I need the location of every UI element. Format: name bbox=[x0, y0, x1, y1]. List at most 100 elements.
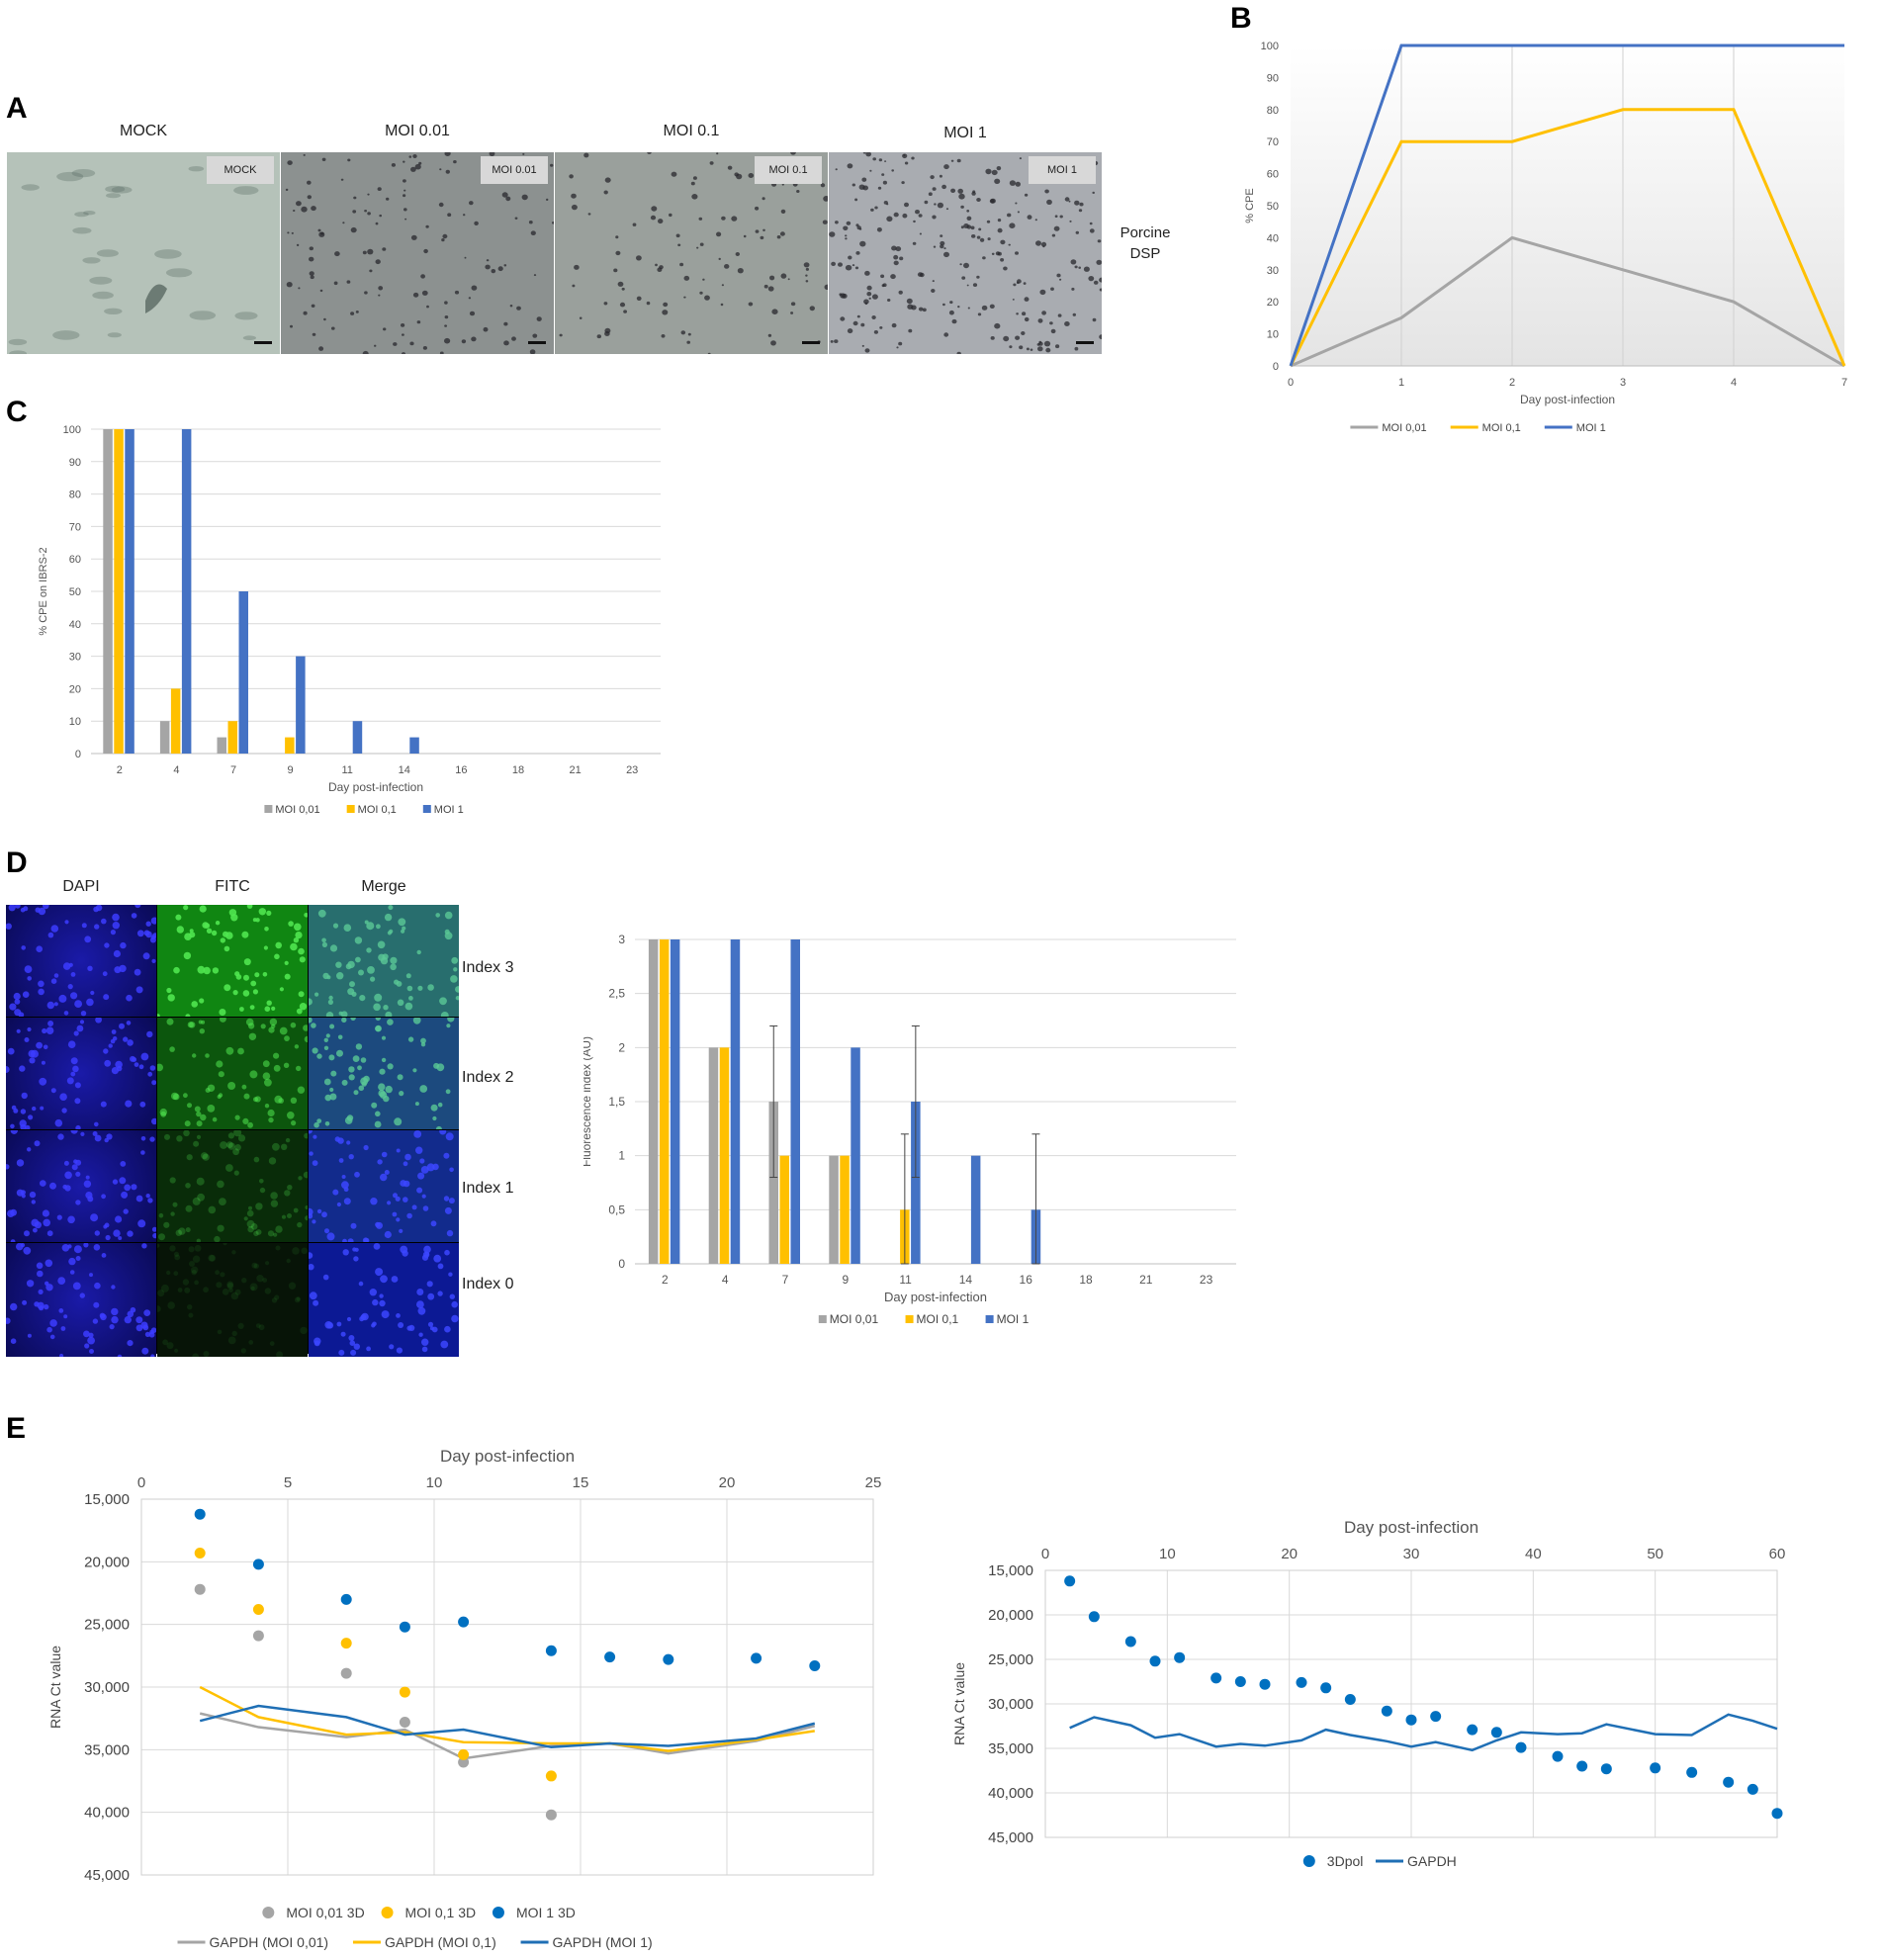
cell bbox=[367, 212, 371, 216]
cell bbox=[1027, 215, 1032, 220]
cell bbox=[1024, 316, 1030, 322]
cell bbox=[402, 352, 405, 354]
data-point bbox=[1723, 1776, 1735, 1788]
nucleus bbox=[217, 1329, 223, 1335]
nucleus bbox=[395, 1196, 401, 1202]
nucleus bbox=[444, 1206, 452, 1214]
cell bbox=[846, 221, 851, 225]
cell bbox=[483, 326, 489, 332]
nucleus bbox=[343, 1198, 351, 1205]
cell bbox=[829, 231, 836, 237]
bar bbox=[790, 939, 800, 1264]
cell bbox=[809, 306, 815, 312]
cell bbox=[796, 190, 800, 193]
panel-letter-d: D bbox=[6, 846, 28, 879]
cell bbox=[485, 264, 491, 270]
cell bbox=[403, 179, 406, 183]
nucleus bbox=[34, 1221, 42, 1229]
nucleus bbox=[145, 921, 151, 927]
nucleus bbox=[421, 1338, 429, 1346]
nucleus bbox=[103, 1048, 109, 1054]
nucleus bbox=[455, 986, 459, 993]
nucleus bbox=[163, 1221, 170, 1228]
nucleus bbox=[241, 1278, 247, 1284]
cell bbox=[1021, 331, 1026, 335]
cell bbox=[439, 168, 442, 171]
nucleus bbox=[186, 1154, 193, 1161]
nucleus bbox=[192, 1255, 201, 1263]
nucleus bbox=[381, 1057, 387, 1063]
y-tick-label: 50 bbox=[69, 586, 81, 598]
nucleus bbox=[325, 1012, 334, 1017]
nucleus bbox=[384, 913, 393, 922]
data-point bbox=[1747, 1783, 1758, 1795]
cell bbox=[855, 251, 860, 255]
y-tick-label: 0 bbox=[618, 1257, 625, 1271]
cell bbox=[362, 250, 367, 255]
nucleus bbox=[253, 1156, 260, 1163]
nucleus bbox=[377, 1159, 383, 1165]
cell bbox=[979, 237, 985, 242]
nucleus bbox=[113, 1036, 118, 1041]
nucleus bbox=[374, 1120, 382, 1128]
cell bbox=[994, 178, 1001, 184]
bar bbox=[238, 591, 248, 754]
nucleus bbox=[357, 1065, 362, 1071]
nucleus bbox=[27, 1026, 32, 1032]
cell bbox=[21, 184, 40, 191]
nucleus bbox=[169, 1245, 176, 1252]
nucleus bbox=[321, 937, 326, 943]
nucleus bbox=[338, 1011, 343, 1016]
cell bbox=[856, 314, 860, 318]
cell bbox=[1074, 265, 1078, 269]
cell bbox=[876, 227, 882, 232]
nucleus bbox=[75, 1124, 81, 1129]
nucleus bbox=[255, 918, 260, 923]
x-tick-label: 4 bbox=[1731, 377, 1737, 389]
nucleus bbox=[87, 965, 93, 971]
cell bbox=[868, 297, 871, 300]
nucleus bbox=[341, 1079, 348, 1086]
chart-e-left: 0 5 10 15 20 2515,00020,00025,00030,00035,000… bbox=[47, 1447, 881, 1950]
nucleus bbox=[88, 1332, 94, 1338]
nucleus bbox=[393, 1193, 398, 1199]
bar bbox=[159, 721, 170, 754]
nucleus bbox=[138, 1064, 144, 1070]
cell bbox=[680, 330, 686, 335]
nucleus bbox=[255, 1323, 261, 1328]
nucleus bbox=[19, 1119, 27, 1127]
cell bbox=[1078, 209, 1083, 213]
cell bbox=[96, 249, 119, 257]
nucleus bbox=[62, 962, 71, 970]
cell bbox=[503, 321, 508, 326]
cell bbox=[845, 237, 848, 240]
cell bbox=[869, 169, 872, 172]
cell bbox=[835, 168, 838, 171]
nucleus bbox=[119, 1177, 127, 1185]
cell bbox=[820, 183, 826, 188]
nucleus bbox=[50, 978, 57, 984]
bar bbox=[181, 429, 192, 754]
nucleus bbox=[151, 1080, 156, 1086]
cell bbox=[699, 242, 704, 246]
nucleus bbox=[203, 1287, 209, 1293]
data-point bbox=[252, 1559, 264, 1570]
nucleus bbox=[140, 1052, 149, 1061]
nucleus bbox=[111, 1315, 119, 1324]
nucleus bbox=[372, 1298, 379, 1306]
nucleus bbox=[369, 1289, 377, 1296]
cell bbox=[522, 152, 525, 155]
cell bbox=[762, 197, 765, 201]
nucleus bbox=[227, 1336, 236, 1345]
cell-line-label-line1: Porcine bbox=[1120, 224, 1171, 241]
nucleus bbox=[398, 918, 406, 927]
cell bbox=[770, 340, 776, 346]
nucleus bbox=[385, 1085, 393, 1094]
cell bbox=[835, 221, 839, 224]
nucleus bbox=[344, 1116, 353, 1124]
cell bbox=[899, 256, 904, 261]
nucleus bbox=[375, 1111, 381, 1117]
nucleus bbox=[127, 1230, 134, 1237]
nucleus bbox=[250, 1223, 258, 1230]
